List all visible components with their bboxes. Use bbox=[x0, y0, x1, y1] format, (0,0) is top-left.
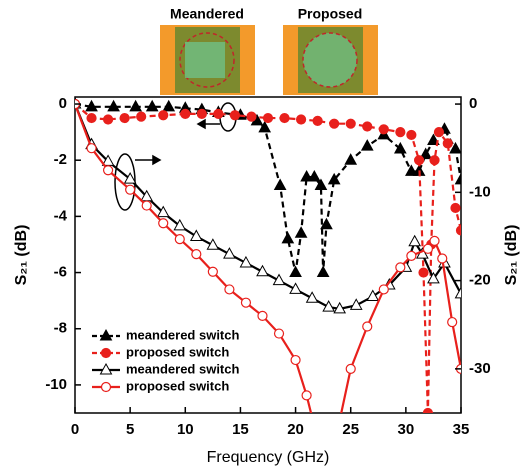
legend-label: meandered switch bbox=[126, 327, 239, 342]
marker bbox=[159, 111, 168, 120]
x-tick-label: 10 bbox=[177, 421, 194, 438]
marker bbox=[87, 114, 96, 123]
marker bbox=[396, 263, 405, 272]
legend-label: proposed switch bbox=[126, 344, 229, 359]
marker bbox=[126, 185, 135, 194]
marker bbox=[434, 128, 443, 137]
marker bbox=[396, 128, 405, 137]
marker bbox=[297, 115, 306, 124]
marker bbox=[438, 254, 447, 263]
marker bbox=[345, 154, 356, 164]
marker bbox=[192, 250, 201, 259]
marker bbox=[159, 219, 168, 228]
marker bbox=[275, 329, 284, 338]
x-tick-label: 25 bbox=[342, 421, 359, 438]
inset-label: Meandered bbox=[170, 6, 244, 22]
marker bbox=[282, 233, 293, 243]
marker bbox=[346, 119, 355, 128]
marker bbox=[291, 356, 300, 365]
x-tick-label: 20 bbox=[287, 421, 304, 438]
marker bbox=[104, 115, 113, 124]
marker bbox=[346, 364, 355, 373]
chart: Meandered Proposed Frequency (GHz) S₂₁ (… bbox=[0, 0, 529, 472]
marker bbox=[296, 227, 307, 237]
marker bbox=[330, 119, 339, 128]
marker bbox=[104, 166, 113, 175]
y-tick-label: -4 bbox=[54, 207, 68, 224]
legend-label: meandered switch bbox=[126, 361, 239, 376]
marker bbox=[363, 322, 372, 331]
marker bbox=[191, 230, 202, 240]
marker bbox=[264, 114, 273, 123]
x-tick-label: 30 bbox=[398, 421, 415, 438]
marker bbox=[456, 174, 467, 184]
marker bbox=[379, 125, 388, 134]
marker bbox=[197, 109, 206, 118]
marker bbox=[280, 114, 289, 123]
marker bbox=[409, 236, 420, 246]
marker bbox=[407, 130, 416, 139]
y-tick-label: -2 bbox=[54, 151, 67, 168]
inset-label: Proposed bbox=[298, 6, 363, 22]
marker bbox=[275, 179, 286, 189]
marker bbox=[333, 426, 342, 435]
marker bbox=[419, 268, 428, 277]
x-tick-label: 15 bbox=[232, 421, 249, 438]
marker bbox=[313, 116, 322, 125]
marker bbox=[208, 267, 217, 276]
marker bbox=[142, 201, 151, 210]
y2-tick-label: -30 bbox=[469, 360, 491, 377]
marker bbox=[247, 112, 256, 121]
marker bbox=[175, 235, 184, 244]
marker bbox=[367, 290, 378, 300]
marker bbox=[225, 285, 234, 294]
marker bbox=[423, 409, 432, 418]
marker bbox=[137, 112, 146, 121]
marker bbox=[379, 285, 388, 294]
x-axis-title: Frequency (GHz) bbox=[207, 449, 330, 466]
marker bbox=[362, 140, 373, 150]
y-tick-label: -8 bbox=[54, 320, 67, 337]
marker bbox=[318, 267, 329, 277]
marker bbox=[214, 109, 223, 118]
y-tick-label: 0 bbox=[59, 95, 67, 112]
marker bbox=[456, 288, 467, 298]
marker bbox=[448, 318, 457, 327]
y2-axis-title: S₂₁ (dB) bbox=[503, 225, 520, 286]
y-tick-label: -10 bbox=[45, 376, 67, 393]
x-tick-label: 5 bbox=[126, 421, 134, 438]
marker bbox=[457, 226, 466, 235]
marker bbox=[311, 426, 320, 435]
marker bbox=[230, 111, 239, 120]
marker bbox=[181, 109, 190, 118]
marker bbox=[258, 311, 267, 320]
y2-tick-label: -10 bbox=[469, 183, 491, 200]
legend-marker bbox=[102, 349, 111, 358]
y-axis-title: S₂₁ (dB) bbox=[13, 225, 30, 286]
marker bbox=[290, 267, 301, 277]
x-tick-label: 0 bbox=[71, 421, 79, 438]
legend-label: proposed switch bbox=[126, 378, 229, 393]
marker bbox=[443, 139, 452, 148]
x-tick-label: 35 bbox=[453, 421, 470, 438]
marker bbox=[430, 236, 439, 245]
marker bbox=[120, 114, 129, 123]
marker bbox=[302, 391, 311, 400]
marker bbox=[87, 144, 96, 153]
marker bbox=[415, 156, 424, 165]
marker bbox=[451, 203, 460, 212]
inset-images bbox=[160, 25, 378, 95]
marker bbox=[241, 298, 250, 307]
y2-tick-label: 0 bbox=[469, 95, 477, 112]
marker bbox=[407, 251, 416, 260]
legend-marker bbox=[102, 383, 111, 392]
marker bbox=[363, 122, 372, 131]
marker bbox=[174, 220, 185, 230]
y2-tick-label: -20 bbox=[469, 272, 491, 289]
y-tick-label: -6 bbox=[54, 264, 67, 281]
marker bbox=[423, 244, 432, 253]
marker bbox=[430, 156, 439, 165]
